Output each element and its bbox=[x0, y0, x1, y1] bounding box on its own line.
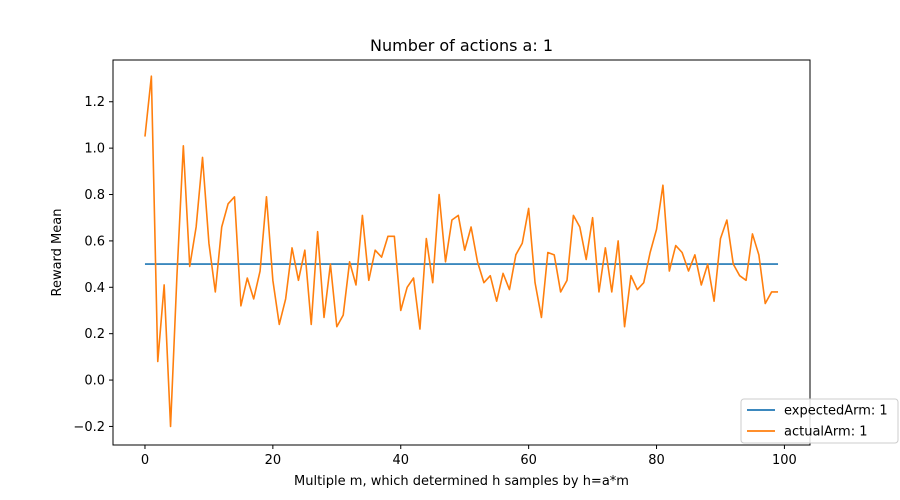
y-tick-label: 0.8 bbox=[84, 188, 105, 203]
y-axis-label: Reward Mean bbox=[50, 209, 65, 297]
x-axis-label: Multiple m, which determined h samples b… bbox=[294, 474, 629, 489]
legend-label-1: expectedArm: 1 bbox=[784, 404, 888, 419]
chart-title: Number of actions a: 1 bbox=[370, 36, 553, 55]
y-tick-label: 0.2 bbox=[84, 327, 105, 342]
series-line-2 bbox=[144, 75, 779, 428]
plot-area bbox=[144, 75, 779, 428]
x-tick-label: 0 bbox=[141, 453, 149, 468]
y-tick-label: 0.6 bbox=[84, 234, 105, 249]
y-tick-label: −0.2 bbox=[73, 420, 105, 435]
x-tick-label: 40 bbox=[392, 453, 409, 468]
x-tick-label: 20 bbox=[265, 453, 282, 468]
legend: expectedArm: 1 actualArm: 1 bbox=[740, 398, 899, 444]
plot-frame bbox=[112, 59, 811, 446]
x-tick-label: 80 bbox=[648, 453, 665, 468]
x-tick-label: 60 bbox=[520, 453, 537, 468]
legend-label-2: actualArm: 1 bbox=[784, 425, 867, 440]
y-tick-label: 0.0 bbox=[84, 374, 105, 389]
y-tick-label: 1.2 bbox=[84, 95, 105, 110]
y-tick-label: 0.4 bbox=[84, 281, 105, 296]
x-tick-label: 100 bbox=[772, 453, 797, 468]
legend-box bbox=[740, 398, 899, 444]
y-tick-label: 1.0 bbox=[84, 142, 105, 157]
y-axis: −0.2 0.0 0.2 0.4 0.6 0.8 1.0 1.2 bbox=[73, 95, 113, 435]
x-axis: 0 20 40 60 80 100 bbox=[141, 445, 797, 468]
